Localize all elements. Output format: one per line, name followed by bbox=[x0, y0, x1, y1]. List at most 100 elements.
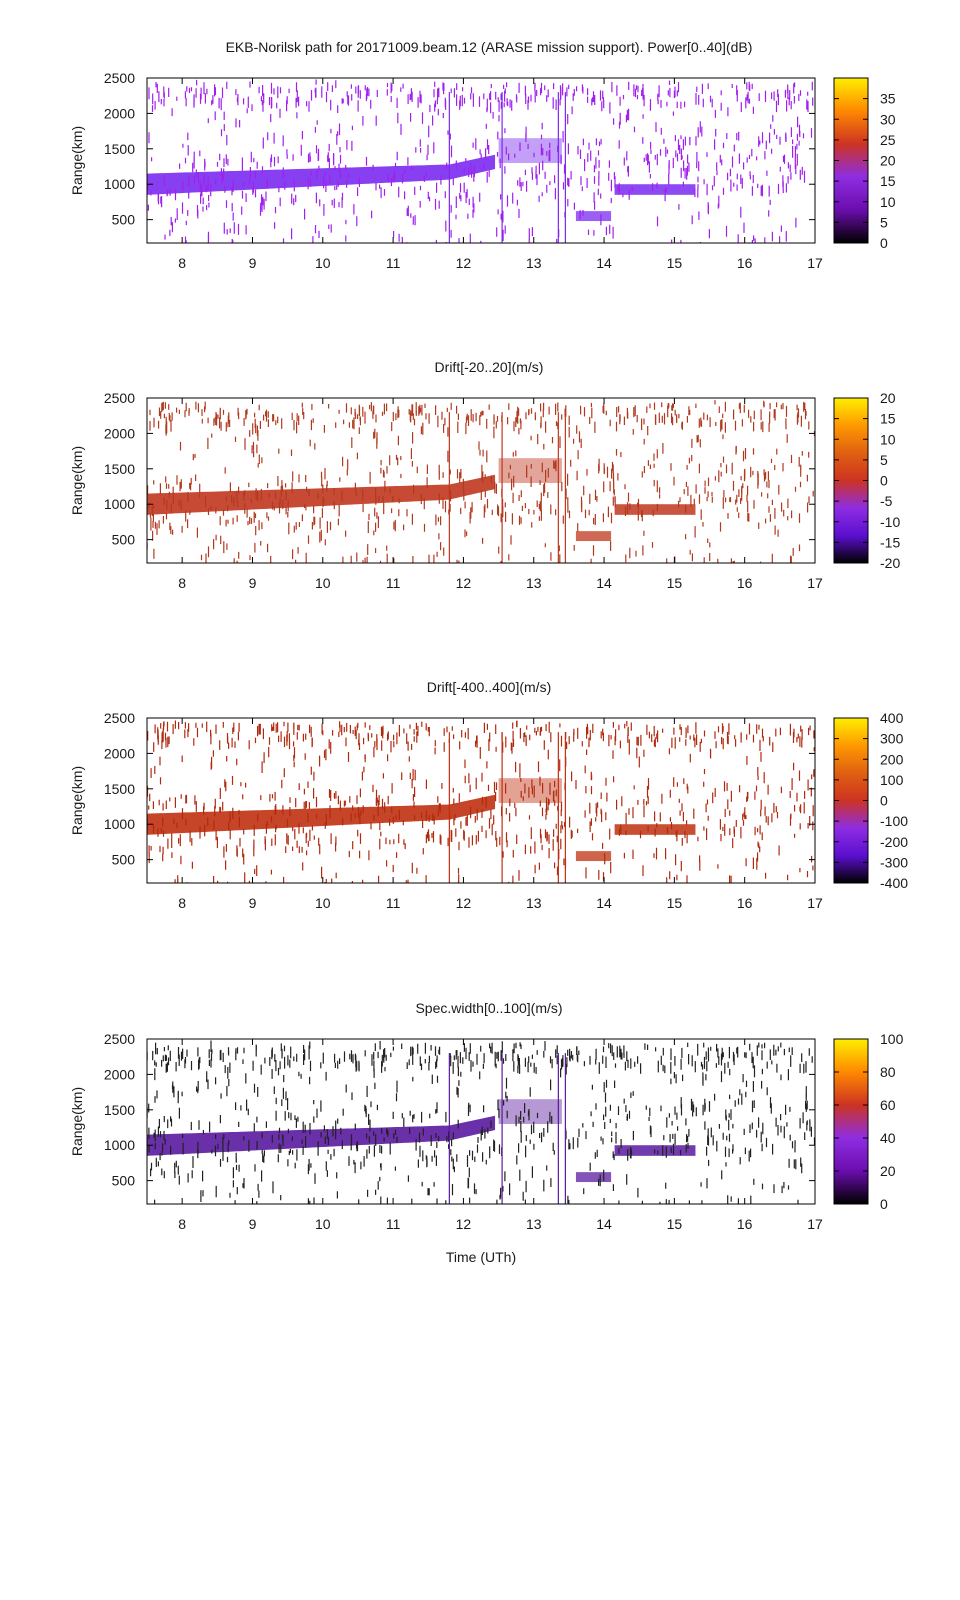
x-tick-label: 15 bbox=[667, 895, 683, 911]
echo-band bbox=[147, 794, 496, 835]
x-tick-label: 13 bbox=[526, 1216, 542, 1232]
colorbar-label: -20 bbox=[880, 555, 900, 571]
x-tick-label: 14 bbox=[596, 895, 612, 911]
y-tick-label: 2500 bbox=[104, 1031, 135, 1047]
y-tick-label: 2500 bbox=[104, 70, 135, 86]
y-tick-label: 1000 bbox=[104, 496, 135, 512]
echo-cluster bbox=[614, 504, 696, 515]
y-tick-label: 1500 bbox=[104, 141, 135, 157]
colorbar-label: 20 bbox=[880, 1163, 896, 1179]
x-tick-label: 16 bbox=[737, 575, 753, 591]
colorbar-label: 5 bbox=[880, 452, 888, 468]
x-tick-label: 8 bbox=[178, 895, 186, 911]
colorbar bbox=[833, 1038, 869, 1205]
echo-cluster bbox=[575, 851, 612, 862]
x-tick-label: 14 bbox=[596, 255, 612, 271]
colorbar-label: 15 bbox=[880, 173, 896, 189]
plot-frame bbox=[146, 717, 816, 884]
echo-band bbox=[147, 154, 496, 195]
y-tick-label: 1500 bbox=[104, 461, 135, 477]
panel-title: Spec.width[0..100](m/s) bbox=[415, 1000, 562, 1016]
colorbar bbox=[833, 717, 869, 884]
x-tick-label: 16 bbox=[737, 1216, 753, 1232]
y-tick-label: 500 bbox=[112, 1173, 136, 1189]
colorbar-label: -400 bbox=[880, 875, 908, 891]
colorbar-label: 100 bbox=[880, 1031, 904, 1047]
colorbar-label: -10 bbox=[880, 514, 900, 530]
x-tick-label: 15 bbox=[667, 575, 683, 591]
plot-frame bbox=[146, 77, 816, 244]
colorbar-label: -200 bbox=[880, 834, 908, 850]
colorbar-label: 10 bbox=[880, 431, 896, 447]
echo-cluster bbox=[498, 458, 562, 483]
y-tick-label: 2000 bbox=[104, 745, 135, 761]
x-tick-label: 10 bbox=[315, 895, 331, 911]
colorbar-label: 25 bbox=[880, 132, 896, 148]
colorbar-label: 300 bbox=[880, 731, 904, 747]
x-tick-label: 9 bbox=[249, 575, 257, 591]
y-tick-label: 1500 bbox=[104, 1102, 135, 1118]
colorbar-label: 35 bbox=[880, 91, 896, 107]
colorbar-label: 15 bbox=[880, 411, 896, 427]
y-tick-label: 2000 bbox=[104, 425, 135, 441]
x-tick-label: 16 bbox=[737, 895, 753, 911]
colorbar-label: 10 bbox=[880, 194, 896, 210]
x-tick-label: 13 bbox=[526, 575, 542, 591]
x-tick-label: 8 bbox=[178, 255, 186, 271]
plot-frame bbox=[146, 1038, 816, 1205]
y-axis-label: Range(km) bbox=[69, 446, 85, 515]
y-tick-label: 1000 bbox=[104, 816, 135, 832]
x-tick-label: 10 bbox=[315, 255, 331, 271]
x-tick-label: 17 bbox=[807, 895, 823, 911]
echo-cluster bbox=[498, 1099, 562, 1124]
x-tick-label: 11 bbox=[386, 255, 401, 271]
x-tick-label: 12 bbox=[456, 1216, 472, 1232]
data-layer bbox=[147, 720, 815, 883]
x-tick-label: 11 bbox=[386, 895, 401, 911]
colorbar-label: 0 bbox=[880, 235, 888, 251]
x-tick-label: 11 bbox=[386, 575, 401, 591]
x-tick-label: 10 bbox=[315, 575, 331, 591]
x-tick-label: 13 bbox=[526, 255, 542, 271]
panel-1: EKB-Norilsk path for 20171009.beam.12 (A… bbox=[69, 39, 896, 271]
y-tick-label: 2500 bbox=[104, 390, 135, 406]
colorbar-label: 0 bbox=[880, 1196, 888, 1212]
x-tick-label: 8 bbox=[178, 575, 186, 591]
x-tick-label: 13 bbox=[526, 895, 542, 911]
x-tick-label: 16 bbox=[737, 255, 753, 271]
colorbar-label: 0 bbox=[880, 793, 888, 809]
y-tick-label: 500 bbox=[112, 532, 136, 548]
colorbar-label: 200 bbox=[880, 751, 904, 767]
echo-cluster bbox=[614, 184, 696, 195]
x-tick-label: 17 bbox=[807, 1216, 823, 1232]
data-layer bbox=[147, 1040, 815, 1204]
colorbar-label: -300 bbox=[880, 854, 908, 870]
colorbar-label: 30 bbox=[880, 111, 896, 127]
echo-cluster bbox=[575, 531, 612, 542]
scatter-echoes bbox=[147, 1040, 815, 1204]
data-layer bbox=[147, 79, 814, 243]
x-tick-label: 9 bbox=[249, 255, 257, 271]
x-tick-label: 15 bbox=[667, 1216, 683, 1232]
y-tick-label: 500 bbox=[112, 852, 136, 868]
panel-4: Spec.width[0..100](m/s) 8 9 10 11 12 13 14 15 16 1… bbox=[69, 1000, 904, 1265]
y-tick-label: 1000 bbox=[104, 176, 135, 192]
x-tick-label: 10 bbox=[315, 1216, 331, 1232]
x-tick-label: 17 bbox=[807, 575, 823, 591]
y-tick-label: 2000 bbox=[104, 105, 135, 121]
panel-title: Drift[-20..20](m/s) bbox=[435, 359, 544, 375]
x-tick-label: 15 bbox=[667, 255, 683, 271]
y-tick-label: 2500 bbox=[104, 710, 135, 726]
colorbar-label: 40 bbox=[880, 1130, 896, 1146]
colorbar bbox=[833, 77, 869, 244]
x-tick-label: 11 bbox=[386, 1216, 401, 1232]
colorbar-label: 60 bbox=[880, 1097, 896, 1113]
echo-cluster bbox=[498, 778, 562, 803]
scatter-echoes bbox=[147, 720, 815, 883]
x-tick-label: 14 bbox=[596, 575, 612, 591]
y-axis-label: Range(km) bbox=[69, 1087, 85, 1156]
echo-cluster bbox=[575, 1172, 612, 1183]
y-tick-label: 1500 bbox=[104, 781, 135, 797]
y-tick-label: 1000 bbox=[104, 1137, 135, 1153]
